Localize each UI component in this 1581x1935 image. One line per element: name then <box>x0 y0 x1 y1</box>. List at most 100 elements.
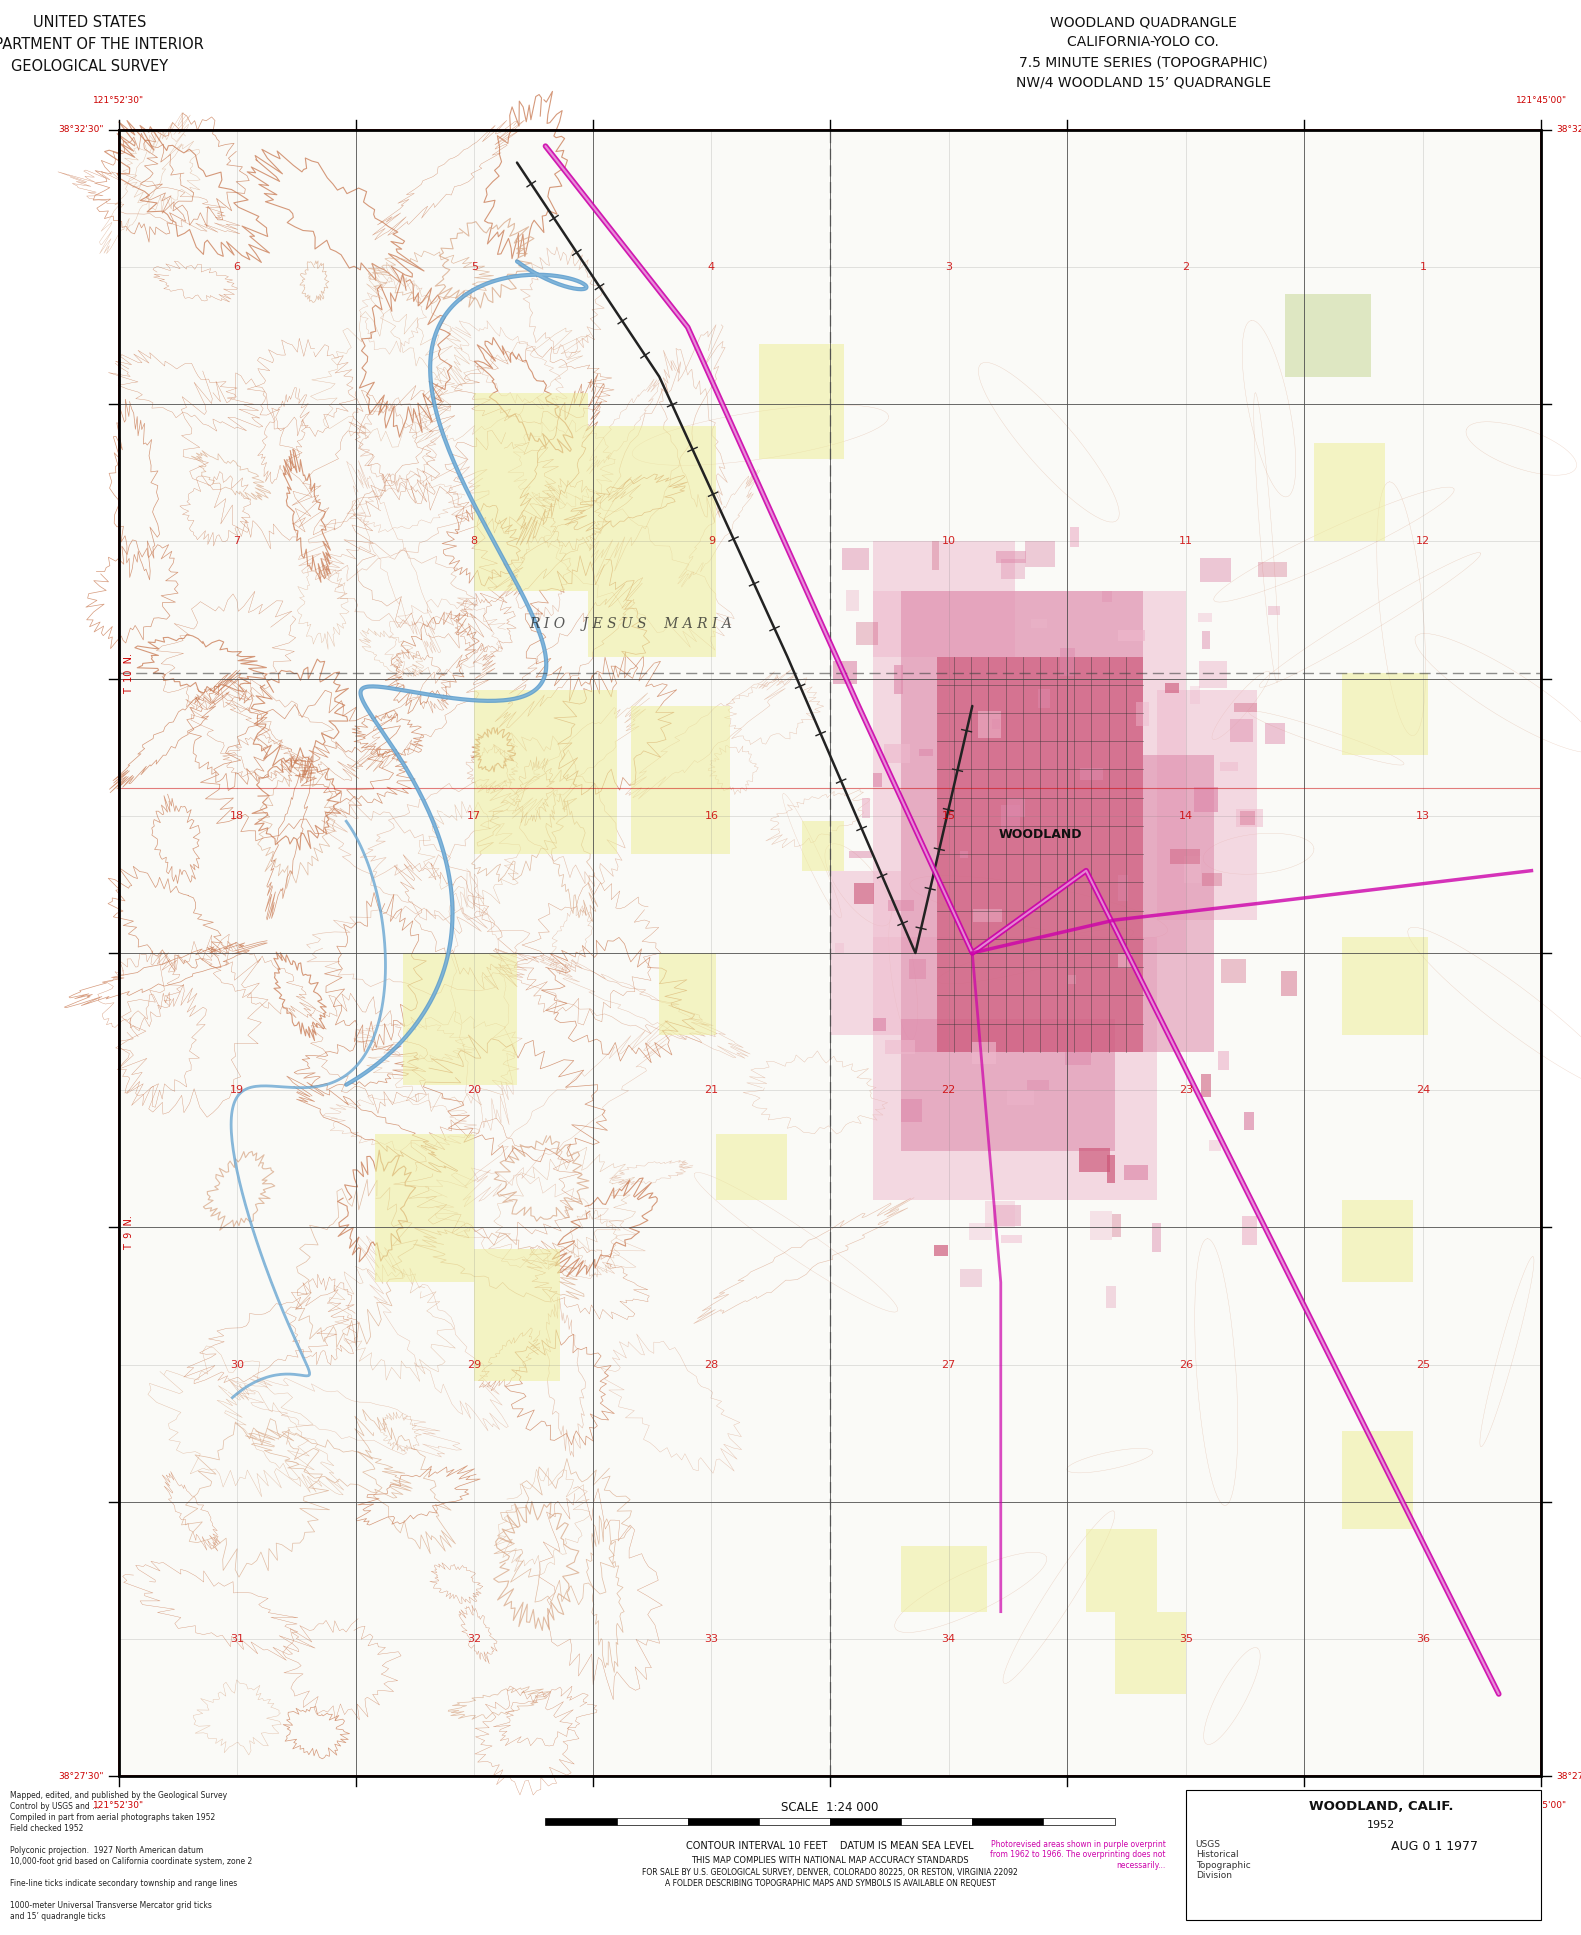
Bar <box>884 743 911 762</box>
Text: 4: 4 <box>708 261 715 273</box>
Bar <box>1007 799 1024 817</box>
Text: 31: 31 <box>231 1633 243 1645</box>
Text: 20: 20 <box>468 1086 481 1095</box>
Text: 30: 30 <box>231 1360 243 1370</box>
Bar <box>1069 975 1075 985</box>
Bar <box>972 1817 1043 1825</box>
Text: 6: 6 <box>234 261 240 273</box>
Bar <box>979 712 1001 737</box>
Bar <box>119 130 1541 1776</box>
Bar <box>849 851 873 857</box>
Bar <box>1233 702 1257 712</box>
Bar <box>716 1134 787 1200</box>
Text: Fine-line ticks indicate secondary township and range lines: Fine-line ticks indicate secondary towns… <box>9 1879 237 1889</box>
Bar <box>1078 1147 1110 1173</box>
Text: 27: 27 <box>941 1360 957 1370</box>
Bar <box>1137 702 1149 726</box>
Bar <box>617 1817 688 1825</box>
Bar <box>901 590 1143 1053</box>
Bar <box>1001 1235 1023 1242</box>
Text: 3: 3 <box>945 261 952 273</box>
Bar <box>993 1206 1021 1225</box>
Text: THIS MAP COMPLIES WITH NATIONAL MAP ACCURACY STANDARDS: THIS MAP COMPLIES WITH NATIONAL MAP ACCU… <box>691 1856 969 1865</box>
Bar <box>1219 762 1238 770</box>
Bar <box>1202 873 1222 886</box>
Bar <box>1198 613 1213 621</box>
Bar <box>1236 809 1263 826</box>
Bar <box>1070 528 1080 548</box>
Bar <box>1170 849 1200 863</box>
Bar <box>873 590 1186 954</box>
Bar <box>889 900 914 911</box>
Text: R I O    J E S U S    M A R I A: R I O J E S U S M A R I A <box>530 617 732 631</box>
Text: 5: 5 <box>471 261 477 273</box>
Text: 1000-meter Universal Transverse Mercator grid ticks: 1000-meter Universal Transverse Mercator… <box>9 1902 212 1910</box>
Bar <box>759 344 844 459</box>
Text: NW/4 WOODLAND 15’ QUADRANGLE: NW/4 WOODLAND 15’ QUADRANGLE <box>1015 75 1271 89</box>
Bar <box>1118 954 1132 968</box>
Text: Photorevised areas shown in purple overprint
from 1962 to 1966. The overprinting: Photorevised areas shown in purple overp… <box>990 1840 1165 1869</box>
Text: 36: 36 <box>1417 1633 1429 1645</box>
Text: 2: 2 <box>1183 261 1189 273</box>
Bar <box>830 1817 901 1825</box>
Bar <box>474 1250 560 1382</box>
Text: 23: 23 <box>1179 1086 1192 1095</box>
Bar <box>659 954 716 1035</box>
Bar <box>1342 937 1428 1035</box>
Bar <box>1102 590 1111 602</box>
Bar <box>1001 559 1026 579</box>
Bar <box>996 551 1026 563</box>
Text: 21: 21 <box>705 1086 718 1095</box>
Text: 28: 28 <box>704 1360 719 1370</box>
Bar <box>854 882 874 904</box>
Bar <box>1203 631 1209 648</box>
Bar <box>960 1269 982 1287</box>
Bar <box>901 1099 922 1122</box>
Bar <box>1024 542 1056 567</box>
Text: 38°32'30": 38°32'30" <box>1556 126 1581 134</box>
Bar <box>974 909 1002 921</box>
Bar <box>1202 1074 1211 1097</box>
Text: 18: 18 <box>231 811 243 820</box>
Bar <box>474 689 617 853</box>
Bar <box>1342 1200 1413 1283</box>
Text: 13: 13 <box>1417 811 1429 820</box>
Text: CONTOUR INTERVAL 10 FEET    DATUM IS MEAN SEA LEVEL: CONTOUR INTERVAL 10 FEET DATUM IS MEAN S… <box>686 1842 974 1852</box>
Bar <box>1061 648 1075 675</box>
Text: Control by USGS and ...: Control by USGS and ... <box>9 1801 100 1811</box>
Bar <box>1217 1051 1228 1070</box>
Bar <box>1026 1080 1048 1089</box>
Text: 12: 12 <box>1417 536 1429 546</box>
Text: WOODLAND: WOODLAND <box>998 828 1081 842</box>
Text: 33: 33 <box>705 1633 718 1645</box>
Text: 121°45'00": 121°45'00" <box>1516 95 1567 104</box>
Text: T  10  N.: T 10 N. <box>123 652 133 693</box>
Bar <box>1268 606 1279 615</box>
Bar <box>1043 1817 1115 1825</box>
Bar <box>1157 689 1257 919</box>
Bar <box>1124 1165 1148 1180</box>
Text: 9: 9 <box>708 536 715 546</box>
Bar <box>1265 724 1285 745</box>
Text: 17: 17 <box>468 811 481 820</box>
Bar <box>846 590 858 611</box>
Bar <box>1209 1140 1221 1151</box>
Bar <box>1080 768 1104 780</box>
Bar <box>1066 1053 1091 1066</box>
Text: 121°52'30": 121°52'30" <box>93 95 144 104</box>
Bar <box>1200 557 1232 582</box>
Text: Mapped, edited, and published by the Geological Survey: Mapped, edited, and published by the Geo… <box>9 1792 228 1800</box>
Bar <box>857 621 877 644</box>
Text: 121°45'00": 121°45'00" <box>1516 1801 1567 1811</box>
Bar <box>119 130 1541 1776</box>
Text: 10: 10 <box>942 536 955 546</box>
Bar <box>873 1018 887 1031</box>
Bar <box>835 942 844 952</box>
Bar <box>873 542 1015 656</box>
Text: 14: 14 <box>1179 811 1192 820</box>
Text: 19: 19 <box>231 1086 243 1095</box>
Bar <box>1342 1430 1413 1529</box>
Text: Field checked 1952: Field checked 1952 <box>9 1825 84 1832</box>
Bar <box>375 1134 474 1283</box>
Text: 25: 25 <box>1417 1360 1429 1370</box>
